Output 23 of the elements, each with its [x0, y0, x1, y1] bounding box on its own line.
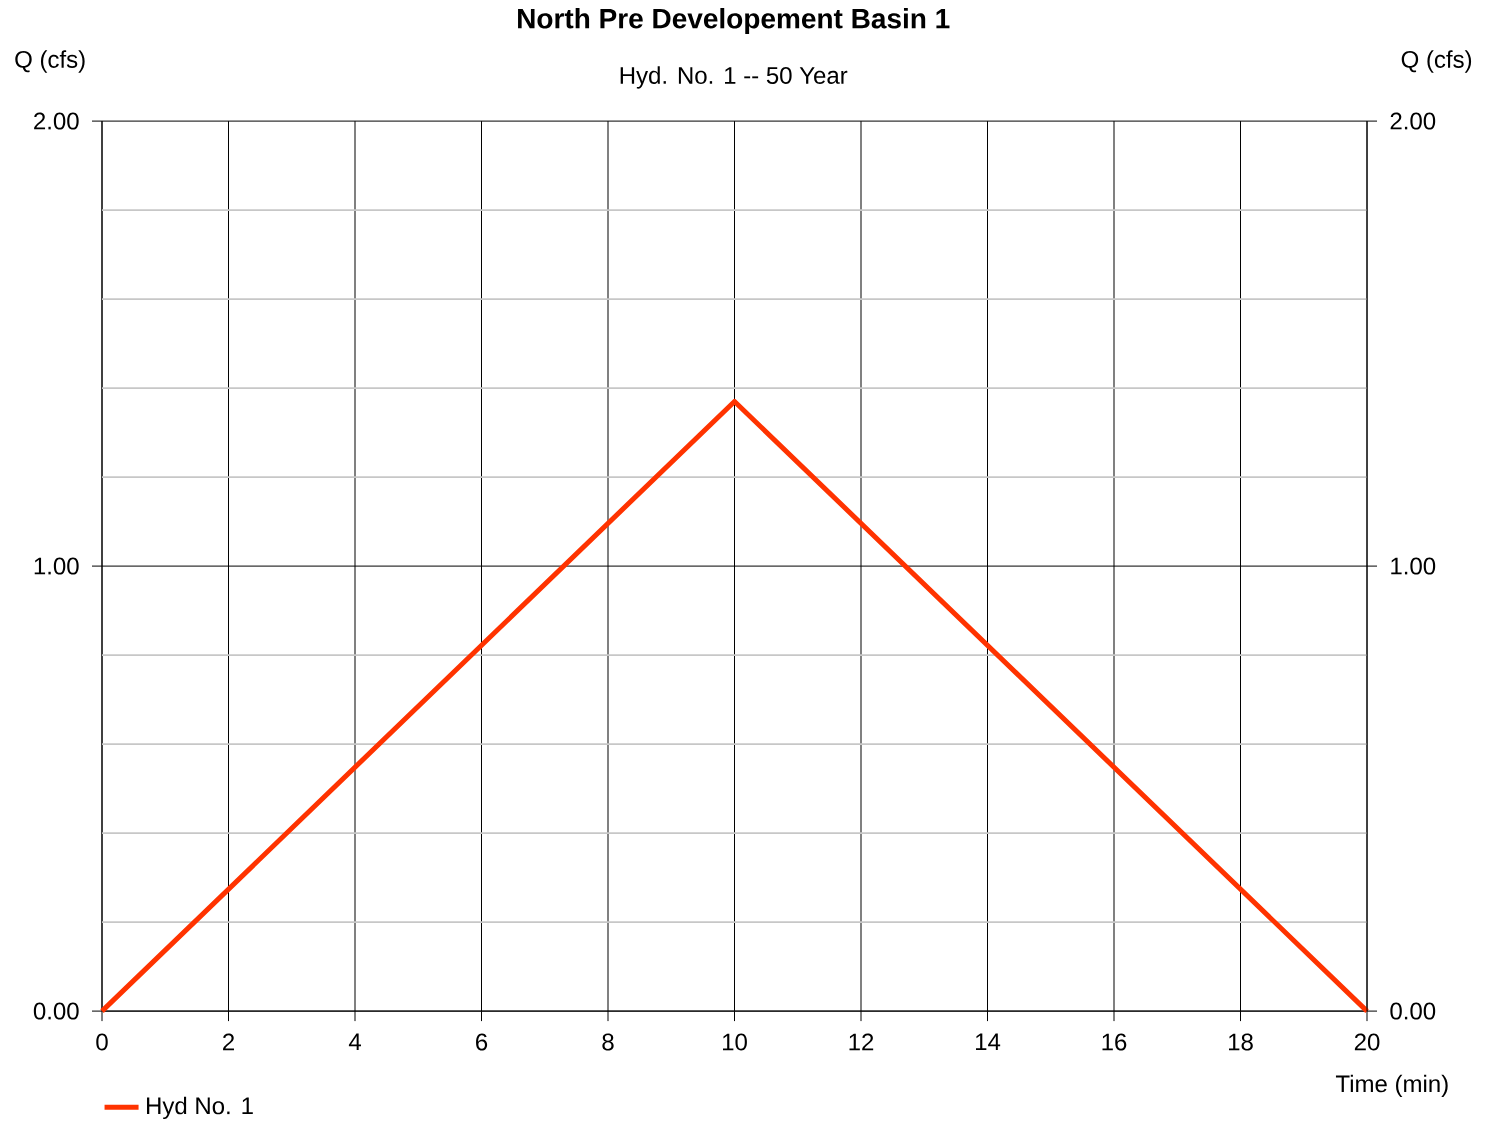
x-tick-label: 16	[1102, 1033, 1127, 1051]
x-tick-label: 6	[476, 1033, 488, 1051]
chart-title: North Pre Developement Basin 1	[518, 8, 950, 35]
x-tick-label: 4	[348, 1033, 361, 1051]
x-tick-label: 20	[1354, 1033, 1380, 1051]
x-tick-label: 10	[723, 1033, 747, 1051]
x-tick-label: 0	[96, 1033, 108, 1051]
y-tick-label: 2.00	[34, 112, 79, 130]
y2-axis-title: Q (cfs)	[1401, 50, 1472, 73]
y2-tick-label: 2.00	[1390, 112, 1436, 130]
y2-tick-label: 1.00	[1391, 557, 1436, 575]
y-axis-title: Q (cfs)	[15, 50, 85, 73]
legend-label: Hyd No. 1	[147, 1096, 253, 1120]
x-tick-label: 2	[223, 1033, 234, 1051]
y-tick-label: 1.00	[34, 557, 79, 575]
x-tick-label: 12	[849, 1033, 874, 1051]
x-tick-label: 8	[602, 1033, 614, 1051]
chart-subtitle: Hyd. No. 1 -- 50 Year	[620, 66, 848, 89]
y2-tick-label: 0.00	[1390, 1002, 1436, 1020]
y-tick-label: 0.00	[33, 1002, 79, 1020]
x-axis-title: Time (min)	[1335, 1074, 1448, 1098]
x-tick-label: 18	[1229, 1033, 1253, 1051]
x-tick-label: 14	[976, 1033, 1001, 1051]
